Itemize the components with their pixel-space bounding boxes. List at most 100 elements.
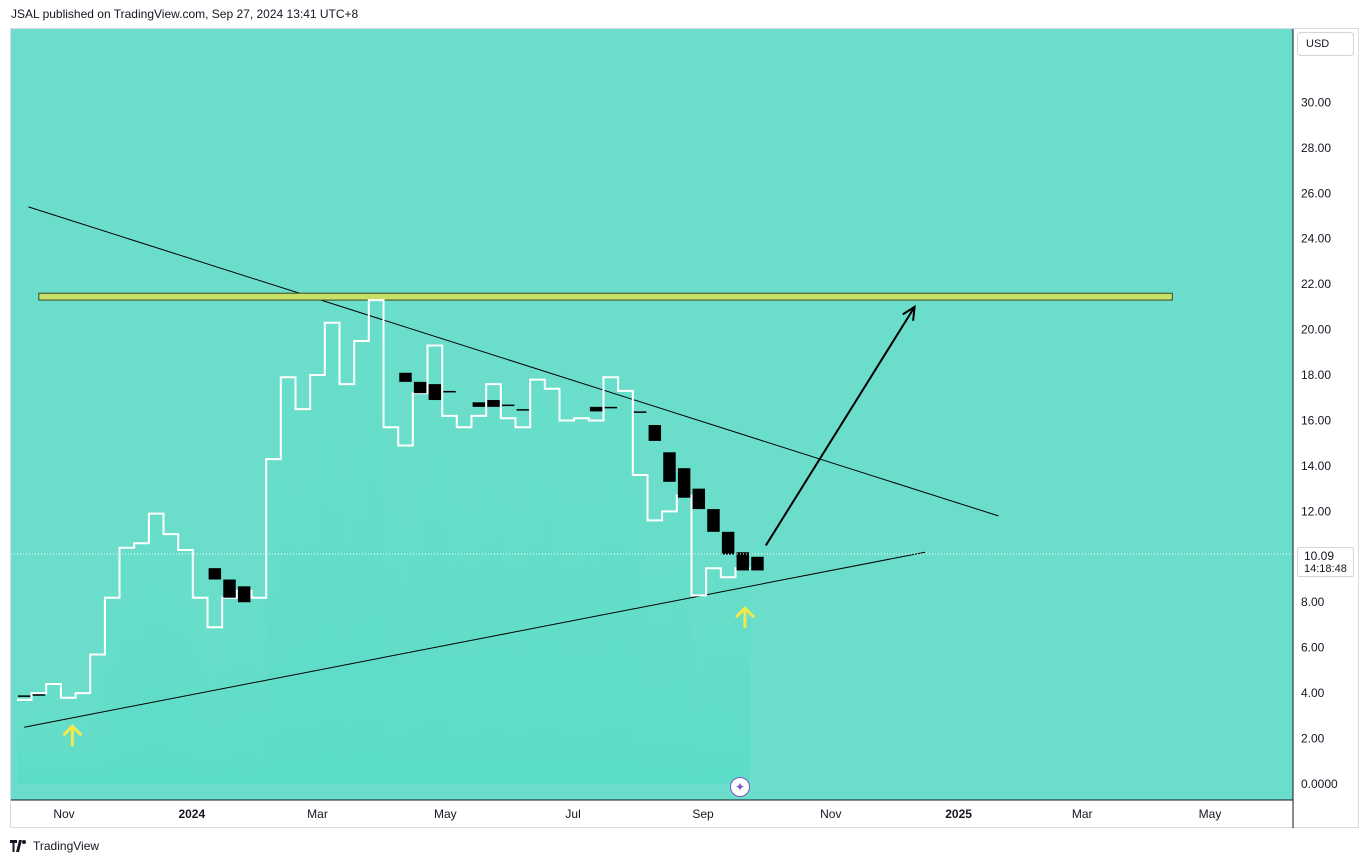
price-tick-label: 28.00 — [1301, 141, 1331, 155]
candle-body — [677, 468, 691, 498]
last-price-tag: 10.09 14:18:48 — [1297, 547, 1354, 577]
footer[interactable]: TradingView — [10, 836, 99, 856]
area-bar — [354, 340, 369, 784]
price-tick-label: 8.00 — [1301, 595, 1325, 609]
area-bar — [412, 393, 428, 784]
price-tick-label: 18.00 — [1301, 368, 1331, 382]
price-tick-label: 12.00 — [1301, 504, 1331, 518]
candle-body — [633, 411, 647, 413]
candle-body — [516, 409, 530, 411]
brand-name: TradingView — [33, 839, 100, 853]
candle-body — [399, 372, 412, 382]
candle-body — [648, 425, 662, 441]
area-bar — [295, 409, 311, 784]
price-tick-label: 4.00 — [1301, 686, 1325, 700]
up-arrow-head — [62, 724, 83, 737]
area-bar — [632, 475, 648, 784]
candle-body — [472, 402, 486, 407]
area-bar — [662, 511, 677, 784]
price-tick-label: 24.00 — [1301, 232, 1331, 246]
area-bar — [280, 377, 296, 784]
time-tick-label: Mar — [1072, 807, 1093, 821]
area-bar — [368, 300, 384, 784]
area-bar — [90, 654, 105, 784]
price-tick-label: 14.00 — [1301, 459, 1331, 473]
candle-body — [501, 404, 515, 407]
area-bar — [706, 568, 721, 784]
area-bar — [31, 693, 47, 784]
price-tick-label: 26.00 — [1301, 186, 1331, 200]
area-bar — [574, 418, 589, 784]
projection-arrow-head — [902, 304, 916, 321]
resistance-zone — [38, 292, 1173, 301]
price-tick-label: 22.00 — [1301, 277, 1331, 291]
area-bar — [178, 549, 193, 784]
candle-body — [692, 488, 706, 510]
area-bar — [486, 384, 501, 784]
price-tick-label: 6.00 — [1301, 641, 1325, 655]
candle-body — [237, 586, 251, 603]
trendlines — [24, 206, 999, 728]
candle-body — [487, 400, 500, 407]
price-tick-label: 0.0000 — [1301, 777, 1338, 791]
candle-body — [223, 579, 236, 598]
area-bar — [603, 377, 619, 784]
area-bar — [119, 547, 135, 784]
area-bar — [720, 577, 736, 784]
step-line-path — [16, 299, 751, 701]
area-bar — [691, 595, 707, 784]
candle-body — [736, 552, 750, 571]
price-axis[interactable]: 30.00 28.00 26.00 24.00 22.00 20.00 18.00 16.00… — [1301, 95, 1338, 791]
area-bar — [134, 543, 149, 784]
price-tick-label: 20.00 — [1301, 323, 1331, 337]
last-price-value: 10.09 — [1304, 549, 1335, 563]
projection-arrow-line — [764, 306, 916, 546]
time-tick-label: May — [434, 807, 457, 821]
publisher-line: JSAL published on TradingView.com, Sep 2… — [11, 7, 359, 21]
area-bar — [676, 495, 692, 784]
area-bar — [398, 445, 413, 784]
area-bar — [500, 418, 516, 784]
area-bar — [339, 384, 355, 784]
candle-body — [443, 390, 456, 393]
price-tick-label: 2.00 — [1301, 732, 1325, 746]
area-bar — [544, 388, 560, 784]
area-bar — [310, 375, 325, 784]
time-tick-label: 2025 — [945, 807, 972, 821]
annotation-arrows — [62, 304, 916, 747]
up-arrow-head — [734, 606, 755, 619]
area-bar — [456, 427, 472, 784]
area-bar — [236, 590, 252, 784]
area-bar — [266, 459, 281, 784]
time-tick-label: Jul — [565, 807, 580, 821]
area-bar — [471, 415, 487, 784]
candle-body — [208, 568, 222, 580]
resistance-zone-layer — [38, 292, 1173, 301]
area-bar — [735, 568, 751, 784]
time-tick-label: Nov — [820, 807, 841, 821]
area-bar — [647, 520, 663, 784]
candle-body — [32, 694, 46, 696]
area-bar — [515, 427, 531, 784]
candle-body — [17, 695, 31, 697]
area-bar — [75, 693, 91, 784]
area-bar — [148, 513, 164, 784]
price-area — [16, 300, 751, 784]
currency-badge[interactable]: USD — [1297, 32, 1354, 56]
spark-icon[interactable]: ✦ — [730, 777, 750, 797]
candle-body — [428, 384, 442, 401]
area-bar — [559, 420, 575, 784]
price-tick-label: 16.00 — [1301, 413, 1331, 427]
time-axis[interactable]: Nov 2024 Mar May Jul Sep Nov 2025 Mar May — [53, 807, 1221, 821]
price-tick-label: 30.00 — [1301, 95, 1331, 109]
time-tick-label: 2024 — [178, 807, 205, 821]
area-bar — [104, 597, 120, 784]
time-tick-label: May — [1199, 807, 1222, 821]
area-bar — [383, 427, 399, 784]
area-bar — [16, 699, 32, 784]
candle-body — [413, 381, 427, 394]
candle-body — [707, 509, 720, 532]
area-bar — [442, 415, 457, 784]
ascending-trendline — [24, 551, 926, 728]
